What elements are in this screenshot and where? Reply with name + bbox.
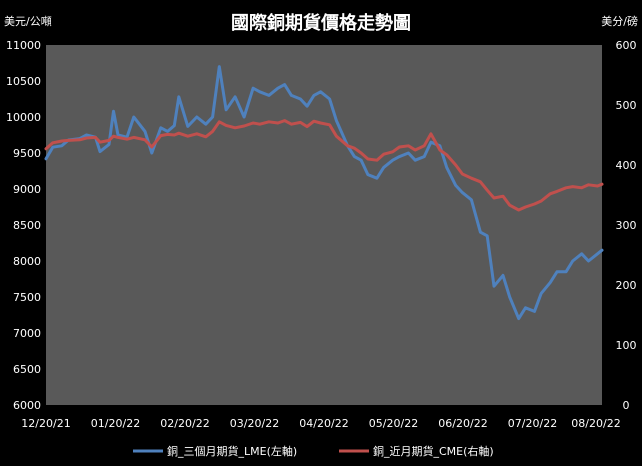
right-axis-ticks: 0 100 200 300 400 500 600 (616, 39, 637, 412)
legend-label: 銅_近月期貨_CME(右軸) (373, 444, 494, 458)
x-tick-label: 03/20/22 (230, 417, 279, 430)
left-tick-label: 10000 (6, 111, 41, 124)
right-tick-label: 400 (616, 159, 637, 172)
x-tick-label: 02/20/22 (160, 417, 209, 430)
plot-area (46, 45, 602, 405)
series-lines (44, 65, 604, 321)
left-tick-label: 6500 (13, 363, 41, 376)
right-tick-label: 100 (616, 339, 637, 352)
legend-label: 銅_三個月期貨_LME(左軸) (167, 444, 297, 458)
left-tick-label: 11000 (6, 39, 41, 52)
x-tick-label: 05/20/22 (369, 417, 418, 430)
x-tick-label: 07/20/22 (508, 417, 557, 430)
chart-title: 國際銅期貨價格走勢圖 (231, 12, 411, 34)
right-axis-unit: 美分/磅 (601, 14, 638, 28)
left-tick-label: 7000 (13, 327, 41, 340)
series-line-cme (44, 119, 604, 212)
legend: 銅_三個月期貨_LME(左軸) 銅_近月期貨_CME(右軸) (133, 444, 494, 458)
x-tick-label: 01/20/22 (91, 417, 140, 430)
left-tick-label: 8000 (13, 255, 41, 268)
series-line-lme (44, 65, 604, 321)
right-tick-label: 200 (616, 279, 637, 292)
x-tick-label: 04/20/22 (299, 417, 348, 430)
left-tick-label: 8500 (13, 219, 41, 232)
right-tick-label: 600 (616, 39, 637, 52)
left-tick-label: 7500 (13, 291, 41, 304)
left-tick-label: 6000 (13, 399, 41, 412)
left-axis-ticks: 6000 6500 7000 7500 8000 8500 9000 9500 10000 105… (6, 39, 41, 412)
left-tick-label: 9500 (13, 147, 41, 160)
right-tick-label: 500 (616, 99, 637, 112)
left-tick-label: 9000 (13, 183, 41, 196)
right-tick-label: 300 (616, 219, 637, 232)
x-tick-label: 06/20/22 (438, 417, 487, 430)
left-axis-unit: 美元/公噸 (4, 14, 52, 28)
left-tick-label: 10500 (6, 75, 41, 88)
x-axis-ticks: 12/20/21 01/20/22 02/20/22 03/20/22 04/20/22… (21, 417, 620, 430)
x-tick-label: 12/20/21 (21, 417, 70, 430)
right-tick-label: 0 (623, 399, 630, 412)
x-tick-label: 08/20/22 (571, 417, 620, 430)
